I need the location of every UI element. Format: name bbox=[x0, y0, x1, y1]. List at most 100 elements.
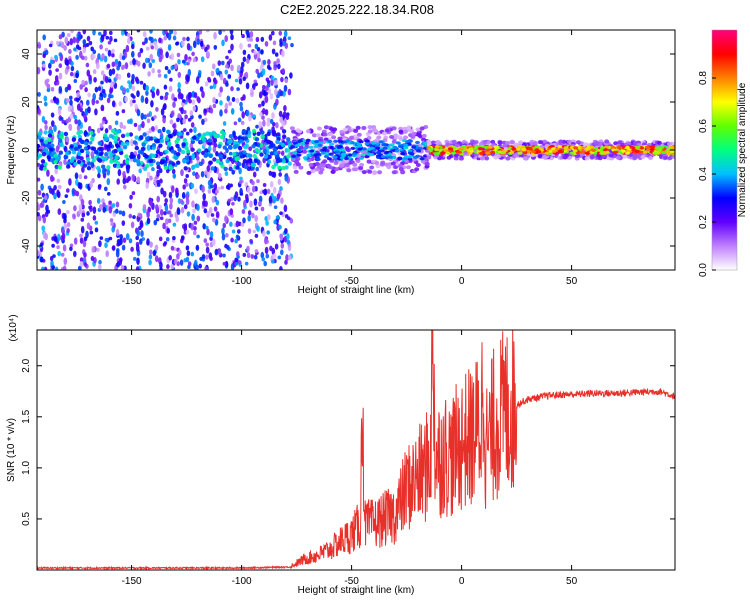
heatmap-cell bbox=[231, 201, 235, 206]
heatmap-cell bbox=[422, 141, 428, 145]
heatmap-cell bbox=[63, 257, 68, 266]
heatmap-cell bbox=[366, 159, 372, 164]
heatmap-cell bbox=[154, 125, 158, 131]
heatmap-cell bbox=[285, 114, 290, 120]
heatmap-cell bbox=[131, 50, 135, 58]
heatmap-cell bbox=[457, 150, 463, 154]
heatmap-cell bbox=[241, 34, 245, 39]
heatmap-cell bbox=[110, 222, 114, 226]
heatmap-cell bbox=[77, 134, 83, 139]
heatmap-cell bbox=[177, 71, 182, 78]
heatmap-cell bbox=[244, 261, 249, 266]
heatmap-cell bbox=[104, 152, 109, 157]
heatmap-cell bbox=[168, 191, 173, 199]
heatmap-cell bbox=[277, 165, 282, 170]
heatmap-cell bbox=[108, 78, 112, 83]
heatmap-cell bbox=[190, 122, 195, 128]
heatmap-cell bbox=[75, 44, 80, 50]
heatmap-cell bbox=[339, 156, 345, 160]
heatmap-cell bbox=[204, 170, 208, 175]
heatmap-cell bbox=[286, 233, 290, 240]
heatmap-cell bbox=[599, 151, 605, 155]
heatmap-cell bbox=[111, 203, 116, 208]
heatmap-cell bbox=[241, 111, 245, 119]
heatmap-cell bbox=[40, 200, 45, 208]
heatmap-cell bbox=[117, 73, 122, 80]
heatmap-cell bbox=[222, 121, 227, 126]
heatmap-cell bbox=[356, 142, 362, 146]
heatmap-cell bbox=[99, 204, 103, 210]
heatmap-cell bbox=[271, 129, 277, 135]
heatmap-cell bbox=[308, 162, 314, 167]
heatmap-cell bbox=[343, 156, 349, 161]
heatmap-cell bbox=[239, 105, 244, 112]
heatmap-cell bbox=[77, 34, 82, 41]
x-tick-label: 50 bbox=[566, 576, 578, 587]
heatmap-cell bbox=[96, 127, 101, 134]
heatmap-cell bbox=[292, 151, 298, 155]
heatmap-cell bbox=[202, 138, 207, 143]
heatmap-cell bbox=[125, 132, 130, 137]
heatmap-cell bbox=[66, 65, 70, 70]
heatmap-cell bbox=[322, 146, 328, 150]
heatmap-cell bbox=[272, 40, 277, 46]
heatmap-cell bbox=[361, 125, 367, 130]
heatmap-cell bbox=[95, 100, 99, 104]
heatmap-cell bbox=[655, 146, 661, 150]
heatmap-cell bbox=[229, 221, 233, 227]
heatmap-cell bbox=[295, 143, 300, 147]
heatmap-cell bbox=[193, 220, 198, 225]
heatmap-cell bbox=[167, 210, 172, 215]
heatmap-cell bbox=[279, 266, 283, 270]
heatmap-cell bbox=[111, 61, 116, 68]
heatmap-cell bbox=[236, 87, 240, 91]
heatmap-cell bbox=[172, 222, 177, 227]
heatmap-cell bbox=[37, 212, 40, 217]
heatmap-cell bbox=[83, 236, 88, 242]
heatmap-cell bbox=[287, 216, 291, 221]
heatmap-cell bbox=[145, 84, 149, 92]
heatmap-cell bbox=[355, 159, 361, 164]
heatmap-cell bbox=[505, 156, 511, 161]
heatmap-cell bbox=[96, 197, 101, 204]
heatmap-cell bbox=[131, 43, 135, 50]
heatmap-cell bbox=[173, 30, 177, 36]
heatmap-cell bbox=[64, 36, 69, 45]
y-tick-label: 1.5 bbox=[21, 409, 32, 423]
heatmap-cell bbox=[41, 225, 45, 232]
heatmap-cell bbox=[66, 228, 70, 234]
heatmap-cell bbox=[281, 120, 286, 127]
heatmap-cell bbox=[313, 153, 319, 157]
heatmap-cell bbox=[102, 202, 106, 209]
heatmap-cell bbox=[108, 124, 112, 130]
heatmap-cell bbox=[379, 149, 385, 153]
heatmap-cell bbox=[243, 136, 248, 141]
heatmap-cell bbox=[222, 261, 227, 266]
heatmap-cell bbox=[278, 30, 283, 36]
heatmap-cell bbox=[573, 146, 579, 150]
heatmap-cell bbox=[128, 82, 133, 90]
heatmap-cell bbox=[386, 165, 392, 170]
heatmap-cell bbox=[150, 100, 154, 108]
heatmap-cell bbox=[76, 91, 80, 99]
heatmap-cell bbox=[281, 50, 285, 58]
heatmap-cell bbox=[116, 129, 121, 134]
heatmap-cell bbox=[79, 156, 84, 161]
heatmap-cell bbox=[66, 188, 70, 193]
heatmap-cell bbox=[406, 125, 412, 130]
heatmap-cell bbox=[81, 212, 86, 218]
heatmap-cell bbox=[337, 139, 343, 143]
heatmap-y-axis-label: Frequency (Hz) bbox=[6, 116, 17, 185]
heatmap-cell bbox=[96, 62, 100, 70]
heatmap-cell bbox=[168, 85, 173, 92]
heatmap-cell bbox=[140, 112, 145, 121]
heatmap-cell bbox=[132, 99, 136, 104]
heatmap-cell bbox=[640, 155, 646, 159]
heatmap-cell bbox=[277, 178, 282, 185]
heatmap-cell bbox=[121, 220, 126, 226]
snr-panel: -150 -100 -50 0 50 0.5 1.0 1.5 2.0 Height of st… bbox=[6, 314, 676, 596]
heatmap-cell bbox=[280, 150, 285, 156]
heatmap-cell bbox=[84, 87, 88, 93]
heatmap-cell bbox=[262, 119, 266, 127]
heatmap-cell bbox=[225, 184, 230, 190]
